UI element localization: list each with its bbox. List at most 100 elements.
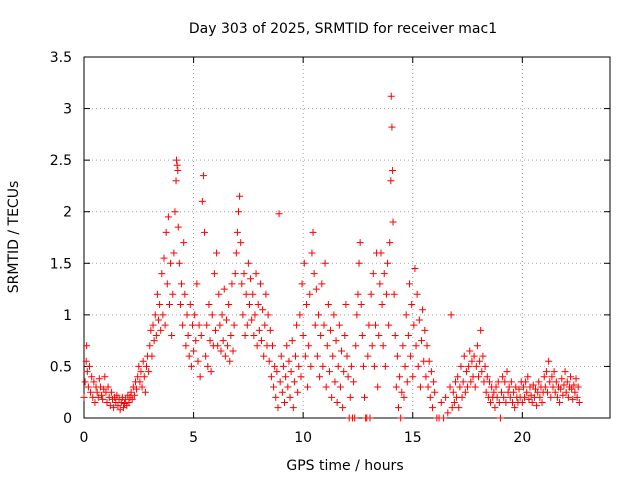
data-point — [359, 362, 367, 370]
data-point — [194, 357, 202, 365]
x-axis-label: GPS time / hours — [286, 458, 403, 474]
data-point — [182, 342, 190, 350]
data-point — [281, 399, 289, 407]
data-point — [536, 393, 544, 401]
data-point — [297, 373, 305, 381]
data-point — [170, 249, 178, 257]
data-point — [544, 388, 552, 396]
data-point — [315, 311, 323, 319]
data-point — [153, 290, 161, 298]
data-point — [237, 239, 245, 247]
data-point — [387, 177, 395, 185]
data-point — [465, 362, 473, 370]
data-point — [149, 321, 157, 329]
data-point — [142, 362, 150, 370]
data-point — [397, 414, 405, 422]
data-point — [186, 301, 194, 309]
data-point — [300, 259, 308, 267]
data-point — [289, 404, 297, 412]
data-point — [158, 270, 166, 278]
data-point — [340, 368, 348, 376]
x-tick-label: 0 — [80, 430, 89, 446]
data-point — [196, 373, 204, 381]
data-point — [250, 331, 258, 339]
data-point — [570, 381, 578, 389]
data-point — [125, 399, 133, 407]
grid — [84, 57, 610, 418]
data-point — [355, 259, 363, 267]
data-point — [226, 357, 234, 365]
data-point — [339, 404, 347, 412]
data-point — [564, 393, 572, 401]
data-point — [198, 197, 206, 205]
data-point — [371, 321, 379, 329]
data-point — [181, 290, 189, 298]
data-point — [518, 399, 526, 407]
data-point — [266, 326, 274, 334]
data-point — [152, 331, 160, 339]
data-point — [155, 316, 163, 324]
data-point — [522, 378, 530, 386]
data-point — [217, 347, 225, 355]
data-point — [540, 373, 548, 381]
data-point — [557, 385, 565, 393]
data-point — [110, 404, 118, 412]
data-point — [455, 404, 463, 412]
data-point — [390, 290, 398, 298]
data-point — [252, 270, 260, 278]
data-point — [346, 393, 354, 401]
chart-title: Day 303 of 2025, SRMTID for receiver mac… — [189, 21, 497, 37]
data-point — [298, 280, 306, 288]
data-point — [395, 404, 403, 412]
data-point — [407, 352, 415, 360]
data-point — [448, 404, 456, 412]
data-point — [274, 404, 282, 412]
data-point — [519, 383, 527, 391]
data-point — [328, 393, 336, 401]
data-point — [276, 378, 284, 386]
data-point — [419, 306, 427, 314]
data-point — [204, 362, 212, 370]
data-point — [307, 362, 315, 370]
data-point — [364, 352, 372, 360]
data-point — [388, 123, 396, 131]
data-point — [571, 388, 579, 396]
data-point — [242, 290, 250, 298]
data-point — [134, 373, 142, 381]
data-points — [80, 92, 583, 422]
data-point — [399, 342, 407, 350]
data-point — [259, 306, 267, 314]
data-point — [408, 301, 416, 309]
data-point — [321, 259, 329, 267]
data-point — [260, 352, 268, 360]
data-point — [361, 393, 369, 401]
data-point — [381, 362, 389, 370]
data-point — [264, 311, 272, 319]
data-point — [538, 399, 546, 407]
data-point — [294, 388, 302, 396]
data-point — [222, 316, 230, 324]
data-point — [213, 249, 221, 257]
data-point — [414, 362, 422, 370]
data-point — [342, 301, 350, 309]
data-point — [559, 391, 567, 399]
data-point — [473, 342, 481, 350]
data-point — [427, 368, 435, 376]
data-point — [483, 373, 491, 381]
data-point — [402, 311, 410, 319]
data-point — [284, 383, 292, 391]
y-tick-label: 3 — [63, 102, 72, 118]
data-point — [423, 342, 431, 350]
data-point — [547, 393, 555, 401]
data-point — [184, 331, 192, 339]
data-point — [293, 321, 301, 329]
data-point — [168, 331, 176, 339]
data-point — [137, 368, 145, 376]
data-point — [231, 270, 239, 278]
data-point — [369, 270, 377, 278]
data-point — [553, 393, 561, 401]
data-point — [243, 321, 251, 329]
data-point — [431, 388, 439, 396]
data-point — [174, 223, 182, 231]
data-point — [305, 342, 313, 350]
